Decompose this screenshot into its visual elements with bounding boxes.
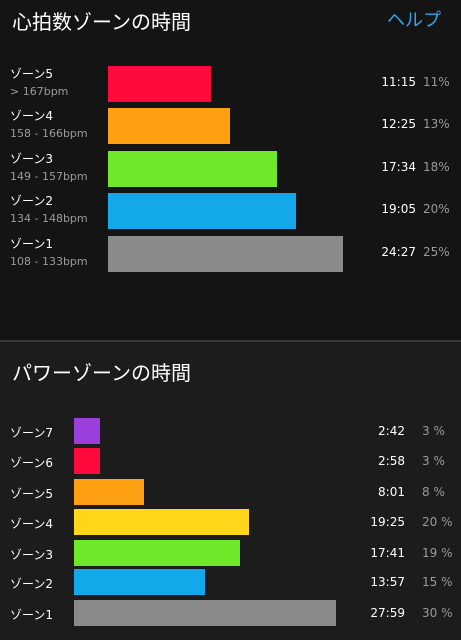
zone-bpm-range: > 167bpm: [10, 85, 69, 98]
zone-name: ゾーン5: [10, 67, 54, 81]
zone-percent: 20 %: [422, 515, 453, 529]
zone-time-bar: [108, 151, 277, 187]
zone-percent: 3 %: [422, 454, 445, 468]
zone-name: ゾーン6: [10, 456, 54, 470]
power-zone-title: パワーゾーンの時間: [12, 361, 191, 385]
zone-time: 19:25: [370, 515, 405, 529]
zone-name: ゾーン5: [10, 487, 54, 501]
zone-percent: 13%: [423, 117, 450, 131]
zone-time-bar: [74, 479, 144, 505]
zone-percent: 8 %: [422, 485, 445, 499]
zone-time-bar: [108, 193, 296, 229]
power-zone-row: ゾーン3 17:41 19 %: [0, 540, 461, 568]
zone-time-bar: [74, 418, 100, 444]
heart-rate-zone-section: 心拍数ゾーンの時間 ヘルプ ゾーン5 > 167bpm 11:15 11% ゾーン4 15…: [0, 10, 461, 275]
zone-name: ゾーン4: [10, 109, 54, 123]
power-zone-row: ゾーン1 27:59 30 %: [0, 600, 461, 628]
zone-name: ゾーン7: [10, 426, 54, 440]
zone-time-bar: [108, 108, 230, 144]
zone-time-bar: [108, 236, 343, 272]
zone-time: 12:25: [381, 117, 416, 131]
zone-name: ゾーン2: [10, 577, 54, 591]
zone-bpm-range: 108 - 133bpm: [10, 255, 88, 268]
zone-percent: 3 %: [422, 424, 445, 438]
heart-rate-zone-row: ゾーン4 158 - 166bpm 12:25 13%: [0, 107, 461, 147]
heart-rate-zone-title: 心拍数ゾーンの時間: [12, 10, 191, 34]
zone-percent: 19 %: [422, 546, 453, 560]
zone-name: ゾーン3: [10, 152, 54, 166]
help-link[interactable]: ヘルプ: [387, 10, 441, 31]
zone-time: 2:58: [378, 454, 405, 468]
power-zone-row: ゾーン7 2:42 3 %: [0, 418, 461, 446]
zone-time-bar: [74, 509, 249, 535]
zone-name: ゾーン1: [10, 237, 54, 251]
zone-time: 8:01: [378, 485, 405, 499]
zone-percent: 15 %: [422, 575, 453, 589]
zone-bpm-range: 149 - 157bpm: [10, 170, 88, 183]
zone-name: ゾーン1: [10, 608, 54, 622]
zone-time-bar: [74, 540, 240, 566]
zone-name: ゾーン2: [10, 194, 54, 208]
power-zone-row: ゾーン5 8:01 8 %: [0, 479, 461, 507]
power-zone-section: パワーゾーンの時間 ゾーン7 2:42 3 % ゾーン6 2:58 3 % ゾーン5 8:01…: [0, 343, 461, 640]
zone-name: ゾーン3: [10, 548, 54, 562]
heart-rate-zone-row: ゾーン3 149 - 157bpm 17:34 18%: [0, 150, 461, 190]
zone-time-bar: [74, 600, 336, 626]
zone-bpm-range: 134 - 148bpm: [10, 212, 88, 225]
zone-time: 11:15: [381, 75, 416, 89]
zone-time: 19:05: [381, 202, 416, 216]
zone-percent: 11%: [423, 75, 450, 89]
zone-time: 27:59: [370, 606, 405, 620]
zone-time-bar: [108, 66, 211, 102]
zone-name: ゾーン4: [10, 517, 54, 531]
zone-percent: 18%: [423, 160, 450, 174]
heart-rate-zone-row: ゾーン1 108 - 133bpm 24:27 25%: [0, 235, 461, 275]
zone-percent: 25%: [423, 245, 450, 259]
zone-time: 17:41: [370, 546, 405, 560]
heart-rate-zone-row: ゾーン2 134 - 148bpm 19:05 20%: [0, 192, 461, 232]
power-zone-row: ゾーン2 13:57 15 %: [0, 569, 461, 597]
power-zone-row: ゾーン6 2:58 3 %: [0, 448, 461, 476]
zone-time: 2:42: [378, 424, 405, 438]
zone-time: 24:27: [381, 245, 416, 259]
zone-percent: 20%: [423, 202, 450, 216]
power-zone-row: ゾーン4 19:25 20 %: [0, 509, 461, 537]
zone-percent: 30 %: [422, 606, 453, 620]
zone-time-bar: [74, 569, 205, 595]
heart-rate-zone-row: ゾーン5 > 167bpm 11:15 11%: [0, 65, 461, 105]
section-divider: [0, 340, 461, 342]
zone-bpm-range: 158 - 166bpm: [10, 127, 88, 140]
zone-time: 17:34: [381, 160, 416, 174]
zone-time-bar: [74, 448, 100, 474]
zone-time: 13:57: [370, 575, 405, 589]
